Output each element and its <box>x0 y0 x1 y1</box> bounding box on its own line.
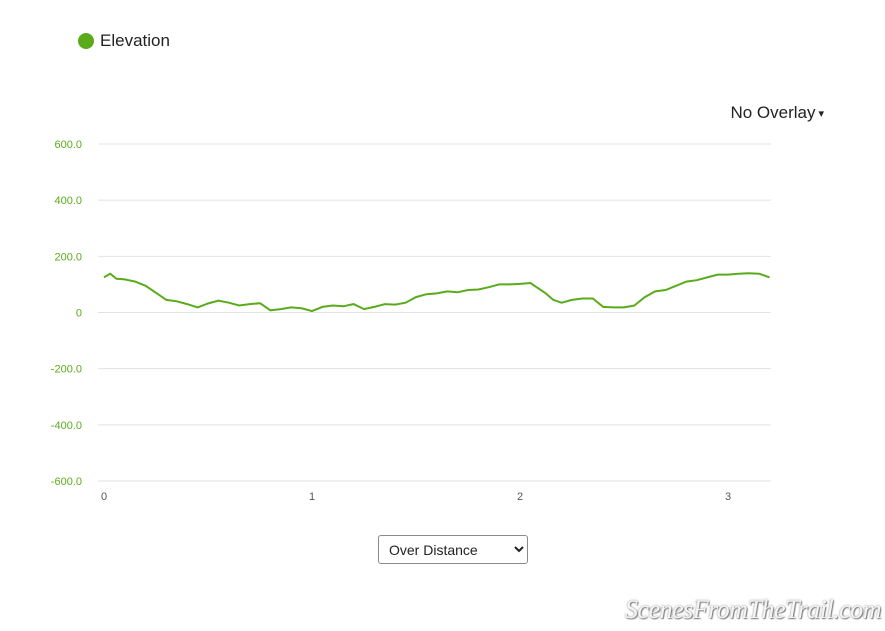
distance-mode-select[interactable]: Over Distance <box>378 535 528 564</box>
x-tick-label: 1 <box>309 491 315 503</box>
overlay-label: No Overlay <box>730 103 816 122</box>
y-tick-label: -600.0 <box>51 476 82 488</box>
elevation-series-line <box>103 272 770 313</box>
x-axis-ticks: 0 1 2 3 <box>101 491 731 503</box>
x-tick-label: 2 <box>517 491 523 503</box>
y-axis-ticks: 600.0 400.0 200.0 0 -200.0 -400.0 -600.0 <box>51 139 82 488</box>
legend-label: Elevation <box>100 31 170 50</box>
y-tick-label: -400.0 <box>51 420 82 432</box>
y-tick-label: 200.0 <box>54 251 82 263</box>
overlay-menu[interactable]: No Overlay ▾ <box>730 103 824 123</box>
y-tick-label: 400.0 <box>54 195 82 207</box>
chart-legend[interactable]: Elevation <box>78 31 170 51</box>
y-tick-label: 0 <box>76 308 82 320</box>
y-tick-label: -200.0 <box>51 364 82 376</box>
x-tick-label: 0 <box>101 491 107 503</box>
watermark: ScenesFromTheTrail.com <box>625 595 881 624</box>
grid-lines <box>98 143 771 482</box>
x-tick-label: 3 <box>725 491 731 503</box>
distance-mode-control: Over Distance <box>378 535 528 564</box>
legend-marker <box>78 33 94 49</box>
caret-down-icon: ▾ <box>818 107 824 120</box>
y-tick-label: 600.0 <box>54 139 82 151</box>
